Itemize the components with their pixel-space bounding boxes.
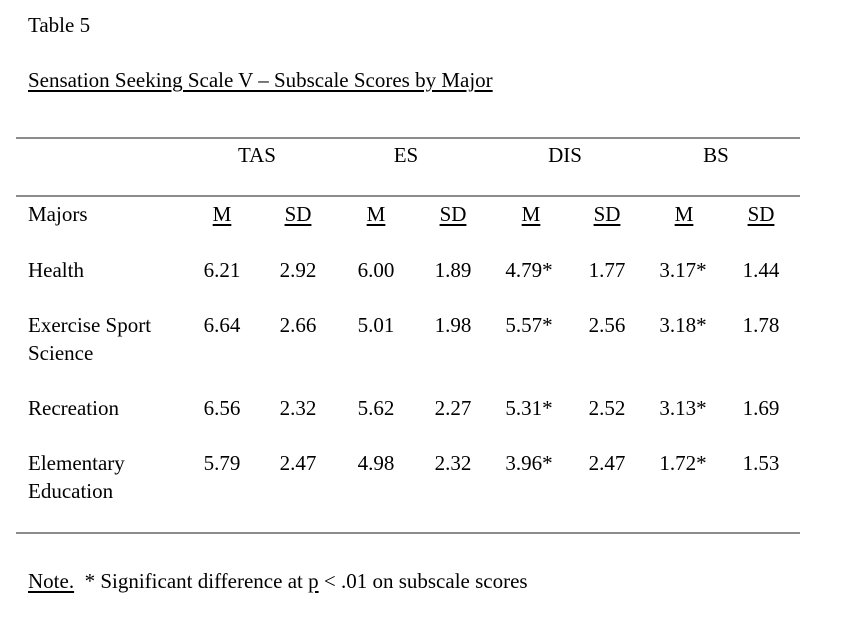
- col-head-es-m: M: [366, 202, 386, 226]
- row-label: Recreation: [28, 394, 193, 422]
- cell-es-m: 5.01: [357, 313, 395, 337]
- cell-dis-sd: 2.47: [588, 451, 626, 475]
- col-head-dis-sd: SD: [593, 202, 621, 226]
- cell-es-sd: 1.89: [434, 258, 472, 282]
- row-label-line: Health: [28, 258, 84, 282]
- cell-dis-sd: 2.56: [588, 313, 626, 337]
- table-bottom-rule: [16, 532, 800, 534]
- cell-tas-m: 6.21: [203, 258, 241, 282]
- cell-es-sd: 2.32: [434, 451, 472, 475]
- cell-es-m: 6.00: [357, 258, 395, 282]
- cell-bs-m: 1.72*: [659, 451, 707, 475]
- col-head-tas-sd: SD: [284, 202, 312, 226]
- cell-tas-sd: 2.66: [279, 313, 317, 337]
- cell-es-sd: 2.27: [434, 396, 472, 420]
- group-header-tas: TAS: [238, 143, 276, 167]
- cell-es-m: 5.62: [357, 396, 395, 420]
- cell-dis-m: 5.31*: [505, 396, 553, 420]
- col-head-dis-m: M: [521, 202, 541, 226]
- cell-tas-sd: 2.92: [279, 258, 317, 282]
- row-label: Exercise Sport Science: [28, 311, 193, 367]
- cell-bs-sd: 1.69: [742, 396, 780, 420]
- row-label-line: Science: [28, 341, 94, 365]
- cell-dis-m: 3.96*: [505, 451, 553, 475]
- group-header-bs: BS: [703, 143, 729, 167]
- table-label: Table 5: [28, 13, 91, 37]
- cell-bs-sd: 1.44: [742, 258, 780, 282]
- row-header-majors: Majors: [28, 202, 88, 226]
- cell-bs-sd: 1.78: [742, 313, 780, 337]
- row-label-line: Elementary: [28, 451, 125, 475]
- row-label-line: Recreation: [28, 396, 119, 420]
- col-head-bs-sd: SD: [747, 202, 775, 226]
- cell-es-m: 4.98: [357, 451, 395, 475]
- note-p-symbol: p: [308, 569, 319, 593]
- cell-tas-sd: 2.32: [279, 396, 317, 420]
- cell-tas-m: 6.64: [203, 313, 241, 337]
- row-label: Health: [28, 256, 193, 284]
- row-label-line: Education: [28, 479, 114, 503]
- note-text-after: < .01 on subscale scores: [318, 569, 528, 593]
- cell-bs-m: 3.17*: [659, 258, 707, 282]
- cell-dis-sd: 1.77: [588, 258, 626, 282]
- row-label-line: Exercise Sport: [28, 313, 152, 337]
- group-header-dis: DIS: [548, 143, 582, 167]
- row-label: Elementary Education: [28, 449, 193, 505]
- table-top-rule: [16, 137, 800, 139]
- cell-tas-m: 6.56: [203, 396, 241, 420]
- cell-tas-m: 5.79: [203, 451, 241, 475]
- cell-bs-m: 3.13*: [659, 396, 707, 420]
- cell-es-sd: 1.98: [434, 313, 472, 337]
- cell-tas-sd: 2.47: [279, 451, 317, 475]
- table-note: Note. * Significant difference at p < .0…: [28, 567, 528, 595]
- col-head-bs-m: M: [674, 202, 694, 226]
- col-head-es-sd: SD: [439, 202, 467, 226]
- cell-dis-m: 5.57*: [505, 313, 553, 337]
- cell-bs-sd: 1.53: [742, 451, 780, 475]
- table-title: Sensation Seeking Scale V – Subscale Sco…: [28, 68, 493, 92]
- cell-dis-m: 4.79*: [505, 258, 553, 282]
- cell-bs-m: 3.18*: [659, 313, 707, 337]
- note-label: Note.: [28, 569, 75, 593]
- note-text-before: * Significant difference at: [74, 569, 309, 593]
- col-head-tas-m: M: [212, 202, 232, 226]
- cell-dis-sd: 2.52: [588, 396, 626, 420]
- table-header-rule: [16, 195, 800, 197]
- group-header-es: ES: [393, 143, 419, 167]
